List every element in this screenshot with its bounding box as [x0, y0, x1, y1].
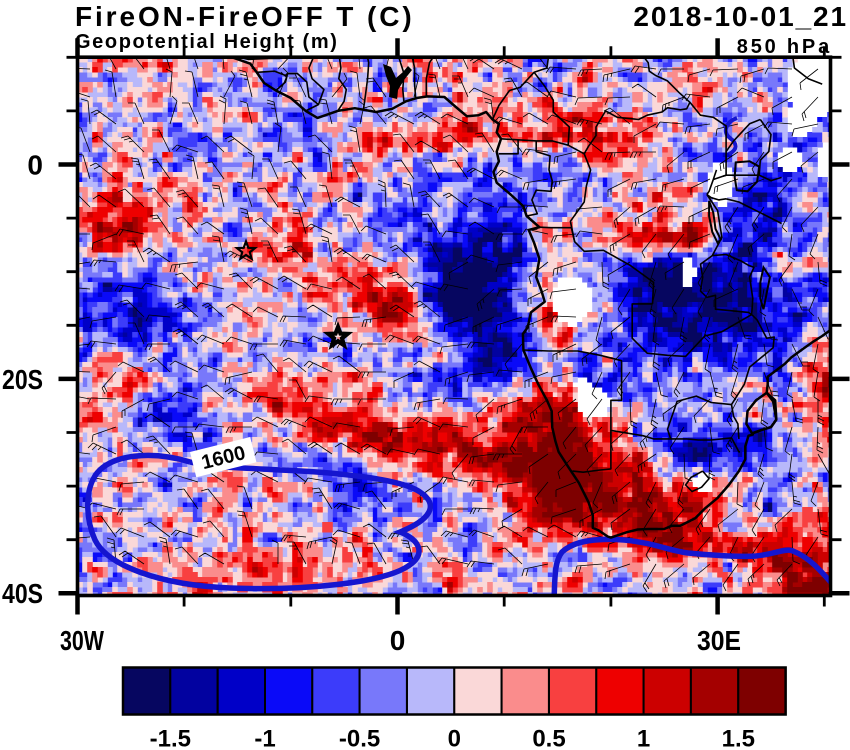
svg-text:-1.5: -1.5 [150, 726, 191, 750]
svg-text:0: 0 [448, 726, 461, 750]
svg-text:1: 1 [637, 726, 650, 750]
svg-text:40S: 40S [2, 578, 43, 609]
svg-text:Geopotential Height (m): Geopotential Height (m) [75, 31, 338, 53]
svg-text:0: 0 [390, 625, 406, 656]
svg-text:850 hPa: 850 hPa [737, 36, 832, 58]
svg-text:FireON-FireOFF T (C): FireON-FireOFF T (C) [75, 1, 415, 32]
svg-text:30W: 30W [60, 625, 104, 656]
svg-text:-1: -1 [254, 726, 275, 750]
svg-text:1.5: 1.5 [722, 726, 755, 750]
svg-text:0: 0 [27, 150, 43, 181]
svg-text:-0.5: -0.5 [339, 726, 380, 750]
svg-text:30E: 30E [697, 625, 741, 656]
svg-text:0.5: 0.5 [532, 726, 565, 750]
svg-text:20S: 20S [2, 364, 43, 395]
svg-text:2018-10-01_21: 2018-10-01_21 [633, 1, 848, 32]
